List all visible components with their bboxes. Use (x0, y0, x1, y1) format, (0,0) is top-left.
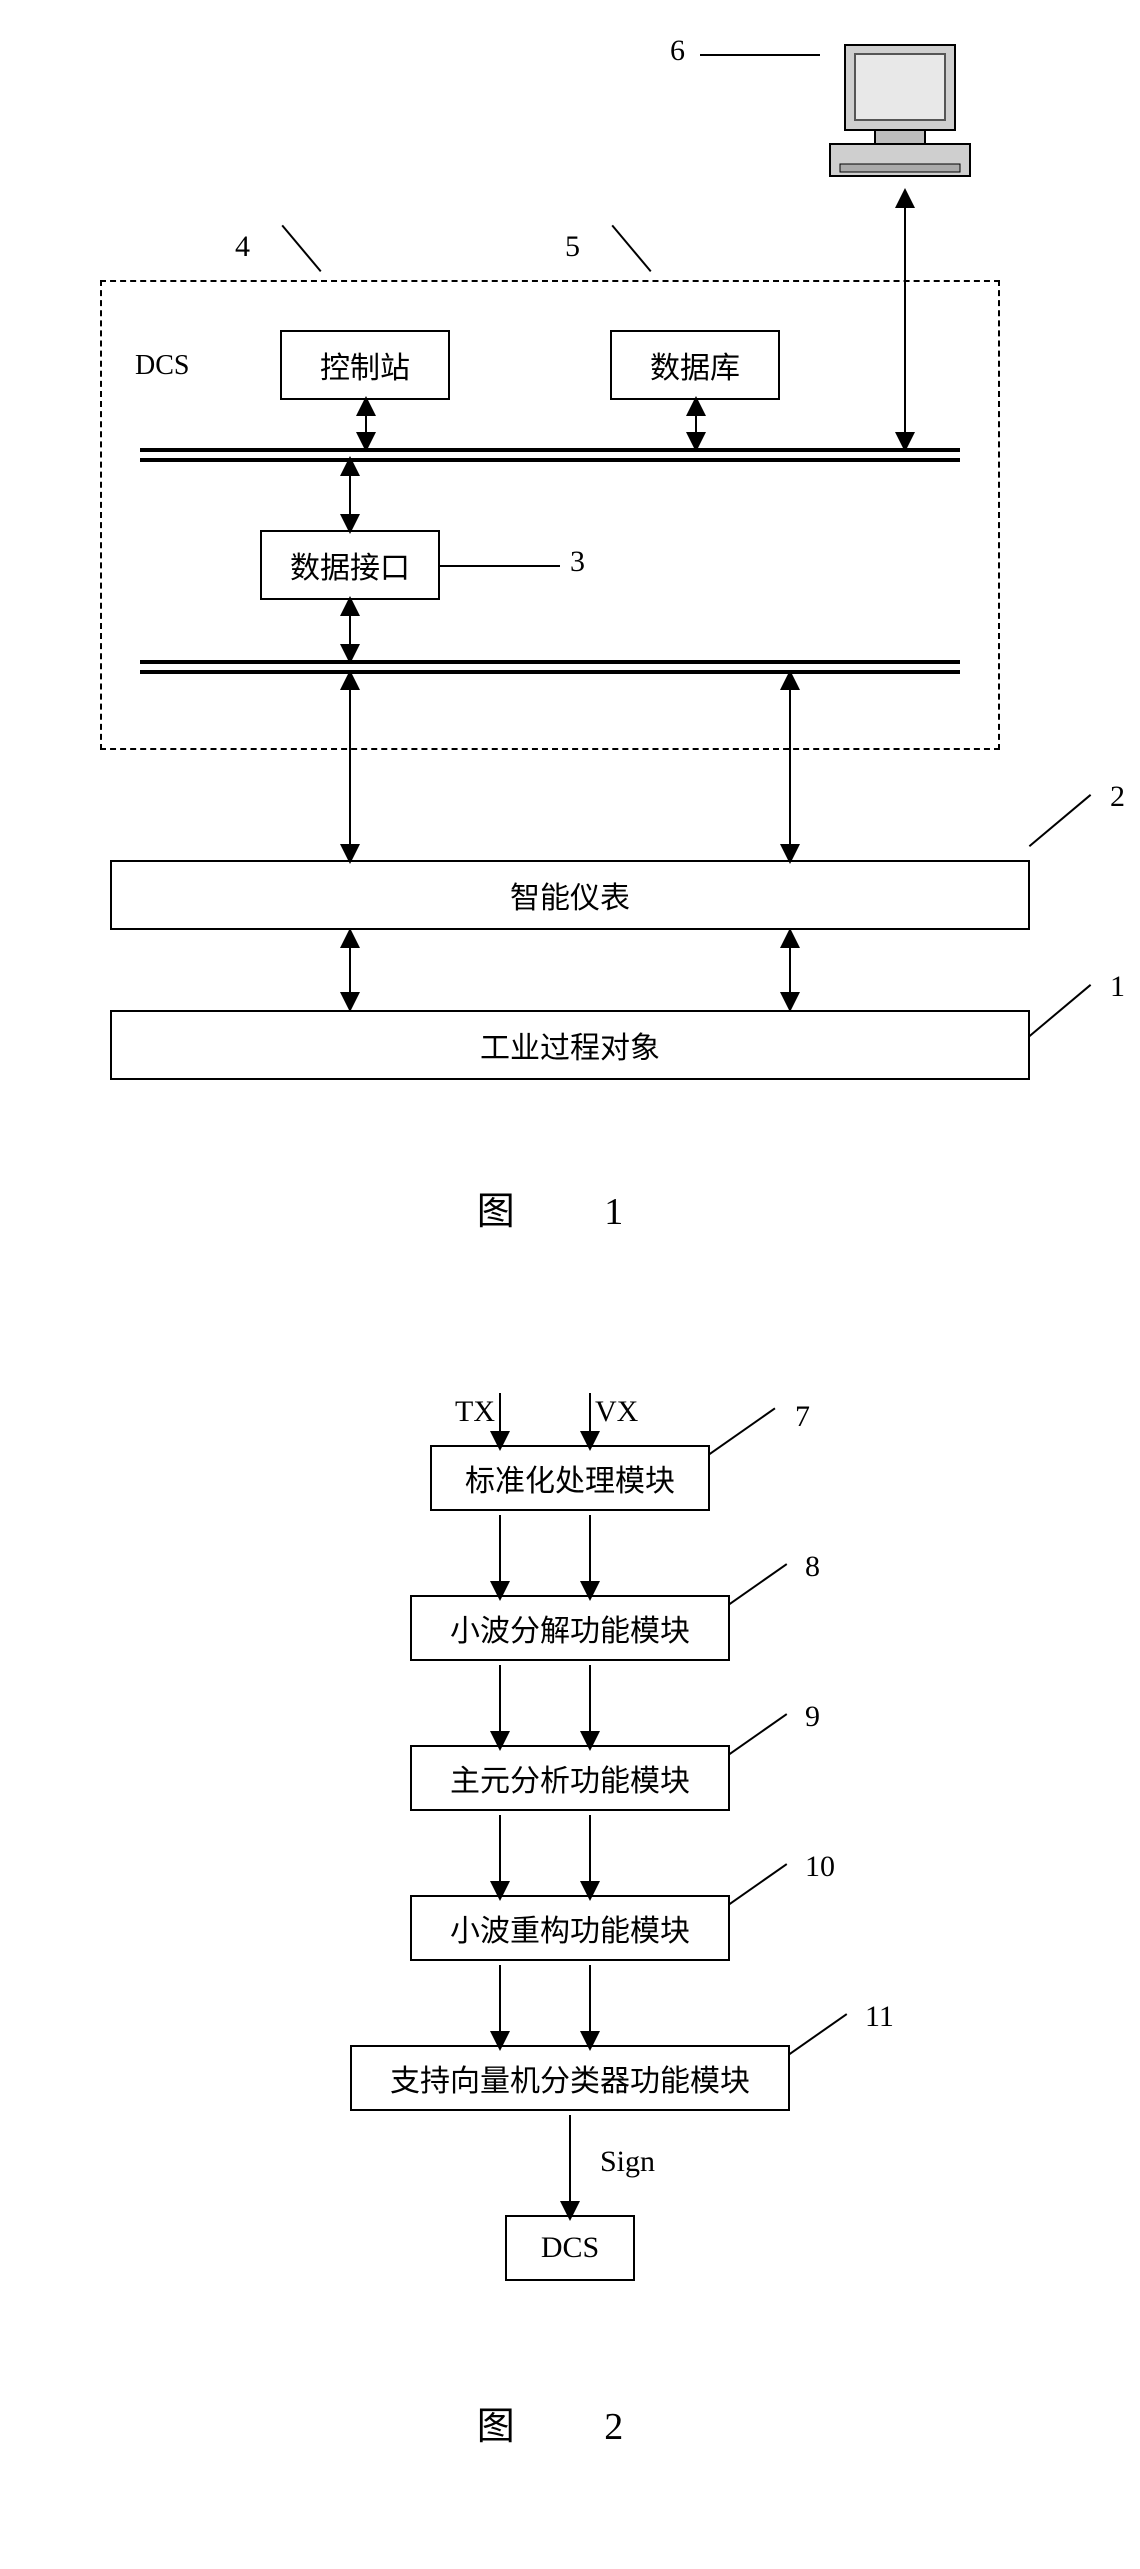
arrow-bus2-instrument-right (780, 672, 800, 862)
callout-line-1 (1029, 984, 1092, 1037)
figure-2: TX VX 标准化处理模块 小波分解功能模块 主元分析功能模块 小波重构功能模块… (220, 1375, 920, 2335)
page: 6 DCS 控制站 数据库 数据接口 智能仪表 工业过程对象 4 5 (0, 40, 1140, 2450)
callout-number-1: 1 (1110, 970, 1125, 1004)
smart-instrument-box: 智能仪表 (110, 860, 1030, 930)
database-label: 数据库 (650, 343, 740, 387)
figure-1: 6 DCS 控制站 数据库 数据接口 智能仪表 工业过程对象 4 5 (60, 40, 1080, 1120)
control-station-label: 控制站 (320, 343, 410, 387)
bus-lower-line-1 (140, 660, 960, 664)
arrow-computer-bus (895, 190, 915, 450)
callout-number-5: 5 (565, 230, 580, 264)
arrow-box4-bus1 (356, 400, 376, 448)
data-interface-box: 数据接口 (260, 530, 440, 600)
database-box: 数据库 (610, 330, 780, 400)
callout-number-6: 6 (670, 34, 685, 68)
bus-upper-line-2 (140, 458, 960, 462)
computer-icon (820, 40, 980, 190)
bus-upper-line-1 (140, 448, 960, 452)
arrow-bus2-instrument-left (340, 672, 360, 862)
callout-number-2: 2 (1110, 780, 1125, 814)
figure-1-caption: 图 1 (0, 1180, 1140, 1235)
f2-arrows (220, 1375, 920, 2285)
callout-number-3: 3 (570, 545, 585, 579)
callout-line-3 (440, 565, 560, 567)
arrow-box3-bus2 (340, 600, 360, 660)
figure-2-caption: 图 2 (0, 2395, 1140, 2450)
callout-line-5 (611, 225, 651, 272)
callout-line-2 (1029, 794, 1092, 847)
dcs-label: DCS (135, 350, 189, 382)
process-object-box: 工业过程对象 (110, 1010, 1030, 1080)
dcs-dashed-region (100, 280, 1000, 750)
callout-line-4 (281, 225, 321, 272)
arrow-box5-bus1 (686, 400, 706, 448)
process-object-label: 工业过程对象 (480, 1023, 660, 1067)
callout-number-4: 4 (235, 230, 250, 264)
arrow-bus1-box3 (340, 460, 360, 530)
arrow-instrument-process-left (340, 930, 360, 1010)
data-interface-label: 数据接口 (290, 543, 410, 587)
callout-line-6 (700, 54, 820, 56)
bus-lower-line-2 (140, 670, 960, 674)
smart-instrument-label: 智能仪表 (510, 873, 630, 917)
control-station-box: 控制站 (280, 330, 450, 400)
arrow-instrument-process-right (780, 930, 800, 1010)
